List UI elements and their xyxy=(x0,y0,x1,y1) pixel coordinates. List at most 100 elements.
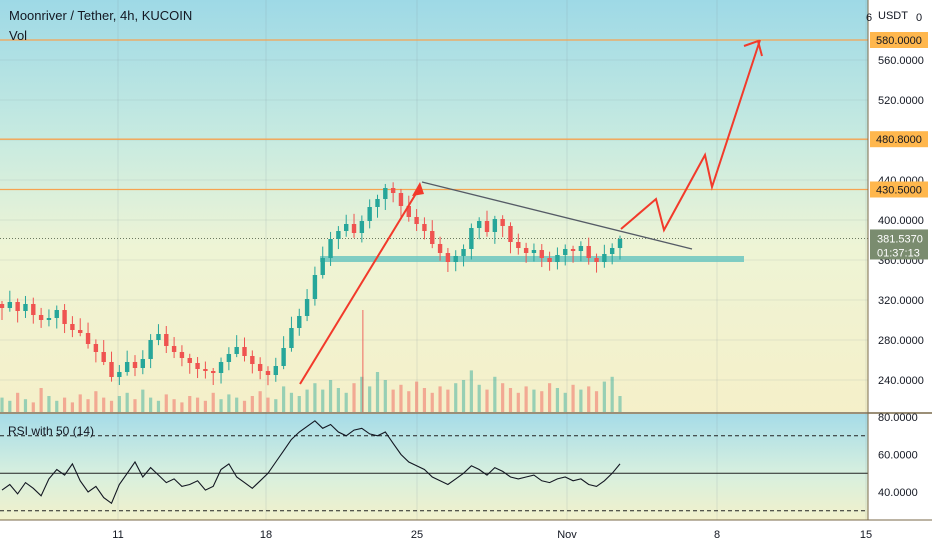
volume-bar-0 xyxy=(0,397,4,412)
volume-bar-75 xyxy=(587,386,591,412)
candle-body-58 xyxy=(453,256,458,262)
drawings xyxy=(299,39,763,385)
volume-bar-70 xyxy=(547,383,552,412)
candle-25 xyxy=(195,357,200,379)
candle-body-31 xyxy=(242,347,247,356)
volume-bar-24 xyxy=(188,396,192,412)
candle-2 xyxy=(15,298,20,323)
candle-body-35 xyxy=(273,366,278,375)
candle-6 xyxy=(46,309,52,327)
candle-body-13 xyxy=(101,352,106,362)
volume-bar-20 xyxy=(156,400,161,412)
rsi-line xyxy=(1,420,621,505)
candle-56 xyxy=(437,236,443,261)
rsi-tick-label-2: 80.0000 xyxy=(878,412,918,424)
candle-body-12 xyxy=(93,344,99,352)
candle-body-49 xyxy=(383,188,388,199)
candle-body-54 xyxy=(422,224,427,231)
candle-body-9 xyxy=(70,324,75,330)
volume-bar-32 xyxy=(250,396,254,412)
candle-21 xyxy=(164,325,169,353)
candle-65 xyxy=(508,222,513,254)
candle-22 xyxy=(171,337,177,359)
volume-bar-67 xyxy=(524,386,528,412)
volume-bar-26 xyxy=(203,400,207,412)
candle-31 xyxy=(242,337,247,362)
volume-bar-60 xyxy=(469,370,473,412)
currency-suffix: 0 xyxy=(916,12,923,24)
price-tick-label-2: 320.0000 xyxy=(878,295,924,307)
volume-bar-13 xyxy=(102,397,106,412)
candle-body-17 xyxy=(132,362,138,368)
candle-body-37 xyxy=(289,328,294,348)
price-tick-label-4: 400.0000 xyxy=(878,215,924,227)
candle-54 xyxy=(422,217,427,240)
candle-body-18 xyxy=(140,359,146,368)
candle-body-8 xyxy=(62,310,67,324)
candle-55 xyxy=(430,220,435,249)
level-tag-label-0: 580.0000 xyxy=(876,35,922,47)
level-tag-bg-2 xyxy=(870,181,928,198)
candle-40 xyxy=(312,266,318,306)
candle-72 xyxy=(563,244,568,266)
time-tick-label-4: 8 xyxy=(714,529,720,541)
candle-0 xyxy=(0,301,5,320)
volume-bar-58 xyxy=(454,383,458,412)
time-tick-label-0: 11 xyxy=(112,529,123,541)
candle-body-53 xyxy=(414,217,419,224)
candle-78 xyxy=(609,243,615,265)
candle-24 xyxy=(187,353,192,374)
candle-body-50 xyxy=(390,188,396,193)
candle-51 xyxy=(398,188,404,217)
candle-body-3 xyxy=(23,304,28,311)
candle-body-36 xyxy=(281,348,286,366)
candle-3 xyxy=(23,295,28,318)
volume-bar-25 xyxy=(195,397,200,412)
candle-body-66 xyxy=(516,242,521,248)
candle-38 xyxy=(297,308,302,336)
volume-bar-43 xyxy=(336,388,340,412)
candle-29 xyxy=(226,347,232,371)
candle-63 xyxy=(492,215,498,244)
candle-body-68 xyxy=(531,250,537,253)
volume-bar-47 xyxy=(368,386,372,412)
candle-body-73 xyxy=(570,249,576,251)
candle-41 xyxy=(320,246,325,279)
candle-body-48 xyxy=(375,199,380,207)
candle-10 xyxy=(78,318,83,337)
candle-body-19 xyxy=(148,340,153,359)
volume-bar-69 xyxy=(540,391,544,412)
candle-body-0 xyxy=(0,304,5,308)
volume-bar-78 xyxy=(610,376,614,412)
price-levels xyxy=(0,39,868,262)
candle-body-51 xyxy=(398,193,404,206)
volume-bar-8 xyxy=(62,397,67,412)
candle-body-25 xyxy=(195,363,200,369)
volume-bar-10 xyxy=(78,394,82,412)
candle-53 xyxy=(414,209,419,232)
volume-spike xyxy=(362,310,364,412)
candle-body-24 xyxy=(187,358,192,363)
volume-bar-33 xyxy=(258,391,262,412)
currency-label: USDT xyxy=(878,10,908,22)
volume-bar-55 xyxy=(430,392,434,412)
price-tick-label-1: 280.0000 xyxy=(878,335,924,347)
price-pane-background xyxy=(0,0,868,412)
candle-body-62 xyxy=(484,221,490,232)
candle-body-74 xyxy=(578,246,584,251)
candle-19 xyxy=(148,334,153,369)
candle-62 xyxy=(484,210,490,237)
volume-bar-4 xyxy=(31,402,35,412)
candle-61 xyxy=(476,217,482,240)
candle-body-72 xyxy=(563,249,568,255)
candle-body-15 xyxy=(117,372,122,377)
candle-37 xyxy=(289,316,294,352)
descending-trendline xyxy=(421,181,693,250)
price-tick-label-0: 240.0000 xyxy=(878,375,924,387)
candle-body-27 xyxy=(211,371,216,373)
volume-bar-52 xyxy=(407,391,411,412)
uptrend-arrow-line xyxy=(299,186,421,385)
candle-7 xyxy=(54,305,59,329)
